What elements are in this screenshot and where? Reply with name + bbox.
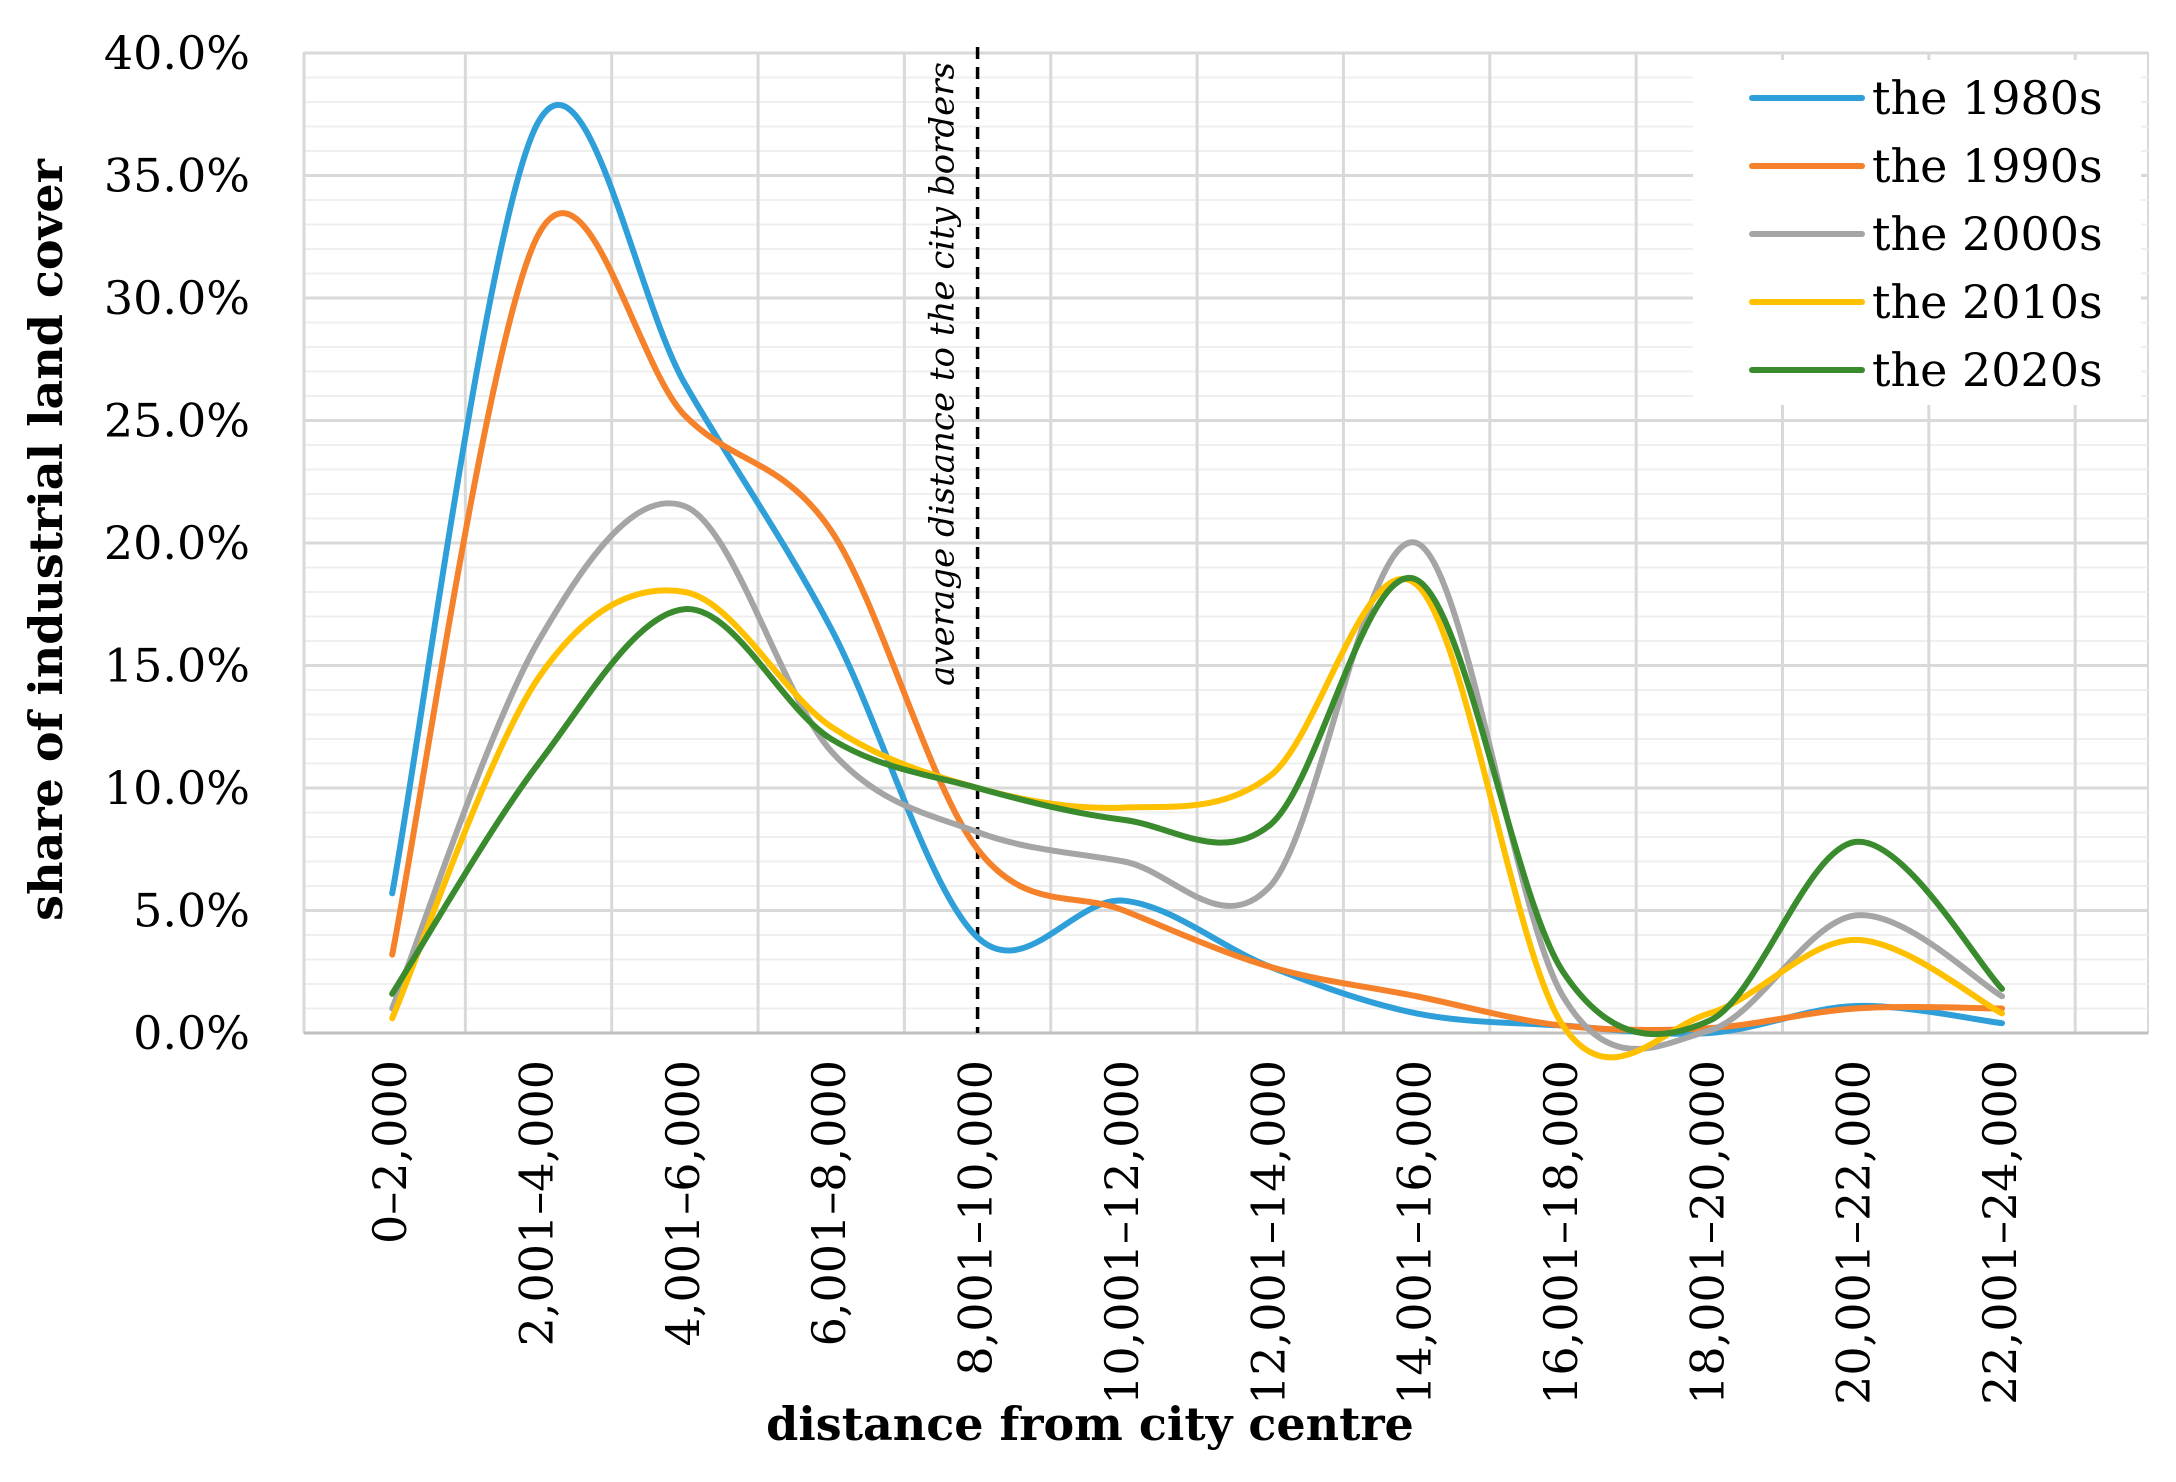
city-border-annotation: average distance to the city borders — [923, 47, 980, 1033]
x-tick-label: 4,001–6,000 — [656, 1060, 710, 1346]
y-tick-label: 20.0% — [104, 516, 250, 570]
series-lines — [389, 101, 2006, 1061]
x-tick-label: 16,001–18,000 — [1534, 1060, 1588, 1405]
y-axis-title: share of industrial land cover — [19, 158, 73, 920]
y-tick-label: 10.0% — [104, 761, 250, 815]
x-tick-label: 8,001–10,000 — [949, 1060, 1003, 1376]
x-tick-label: 2,001–4,000 — [510, 1060, 564, 1346]
y-tick-label: 25.0% — [104, 394, 250, 448]
x-tick-label: 12,001–14,000 — [1241, 1060, 1295, 1405]
x-tick-label: 10,001–12,000 — [1095, 1060, 1149, 1405]
series-line-the-2000s — [389, 500, 2006, 1052]
x-tick-label: 18,001–20,000 — [1680, 1060, 1734, 1405]
y-tick-label: 5.0% — [133, 884, 250, 938]
y-tick-label: 30.0% — [104, 271, 250, 325]
legend-label: the 2010s — [1872, 275, 2103, 329]
x-tick-label: 0–2,000 — [363, 1060, 417, 1244]
x-tick-label: 14,001–16,000 — [1388, 1060, 1442, 1405]
y-tick-label: 35.0% — [104, 149, 250, 203]
legend-label: the 1980s — [1872, 71, 2103, 125]
y-tick-label: 40.0% — [104, 26, 250, 80]
series-line-the-2010s — [389, 575, 2006, 1061]
y-tick-label: 0.0% — [133, 1006, 250, 1060]
legend-label: the 1990s — [1872, 139, 2103, 193]
x-tick-label: 6,001–8,000 — [802, 1060, 856, 1346]
series-line-the-2020s — [389, 575, 2006, 1038]
x-tick-label: 20,001–22,000 — [1827, 1060, 1881, 1405]
x-tick-label: 22,001–24,000 — [1973, 1060, 2027, 1405]
legend-label: the 2000s — [1872, 207, 2103, 261]
legend-label: the 2020s — [1872, 343, 2103, 397]
legend: the 1980s the 1990s the 2000s the 2010s the … — [1693, 60, 2141, 405]
x-axis-title: distance from city centre — [766, 1397, 1414, 1451]
y-tick-label: 15.0% — [104, 639, 250, 693]
city-border-label: average distance to the city borders — [923, 62, 963, 686]
x-axis-ticks: 0–2,000 2,001–4,000 4,001–6,000 6,001–8,000… — [363, 1060, 2027, 1405]
y-axis-ticks: 0.0% 5.0% 10.0% 15.0% 20.0% 25.0% 30.0% 35.0% 40… — [104, 26, 250, 1060]
grid-lines — [302, 51, 2149, 1035]
